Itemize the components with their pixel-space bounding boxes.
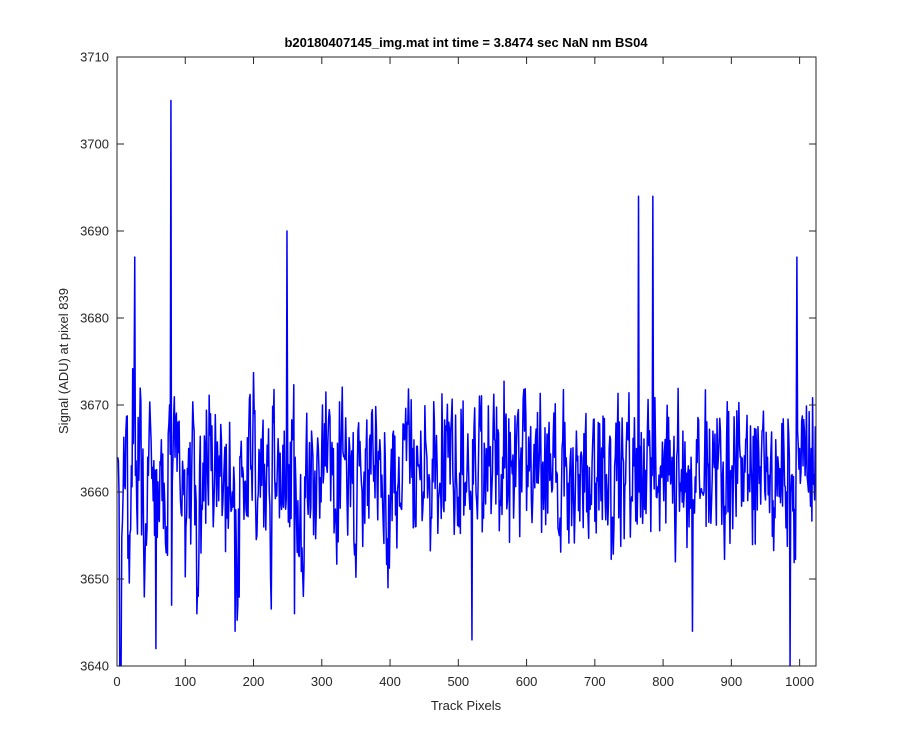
x-tick-label: 200	[243, 674, 265, 689]
x-axis: 0 100 200 300 400 500 600 700 800 900 1000	[113, 57, 814, 689]
y-tick-label: 3660	[80, 485, 109, 500]
x-tick-label: 500	[447, 674, 469, 689]
x-tick-label: 700	[584, 674, 606, 689]
y-tick-label: 3640	[80, 659, 109, 674]
x-tick-label: 100	[174, 674, 196, 689]
x-tick-label: 800	[652, 674, 674, 689]
x-tick-label: 1000	[785, 674, 814, 689]
x-tick-label: 600	[516, 674, 538, 689]
y-tick-label: 3700	[80, 137, 109, 152]
chart-title: b20180407145_img.mat int time = 3.8474 s…	[284, 35, 648, 50]
x-tick-label: 300	[311, 674, 333, 689]
x-tick-label: 900	[721, 674, 743, 689]
y-tick-label: 3650	[80, 572, 109, 587]
y-tick-label: 3690	[80, 224, 109, 239]
y-tick-label: 3680	[80, 311, 109, 326]
x-axis-title: Track Pixels	[431, 698, 502, 713]
series-group	[116, 99, 817, 667]
x-tick-label: 400	[379, 674, 401, 689]
series-line-signal	[116, 99, 817, 667]
axes-box	[116, 56, 817, 667]
y-axis-title: Signal (ADU) at pixel 839	[56, 288, 71, 434]
y-axis: 3640 3650 3660 3670 3680 3690 3700 3710	[80, 50, 816, 674]
y-tick-label: 3710	[80, 50, 109, 65]
y-tick-label: 3670	[80, 398, 109, 413]
x-tick-label: 0	[113, 674, 120, 689]
plot-area	[117, 57, 816, 666]
